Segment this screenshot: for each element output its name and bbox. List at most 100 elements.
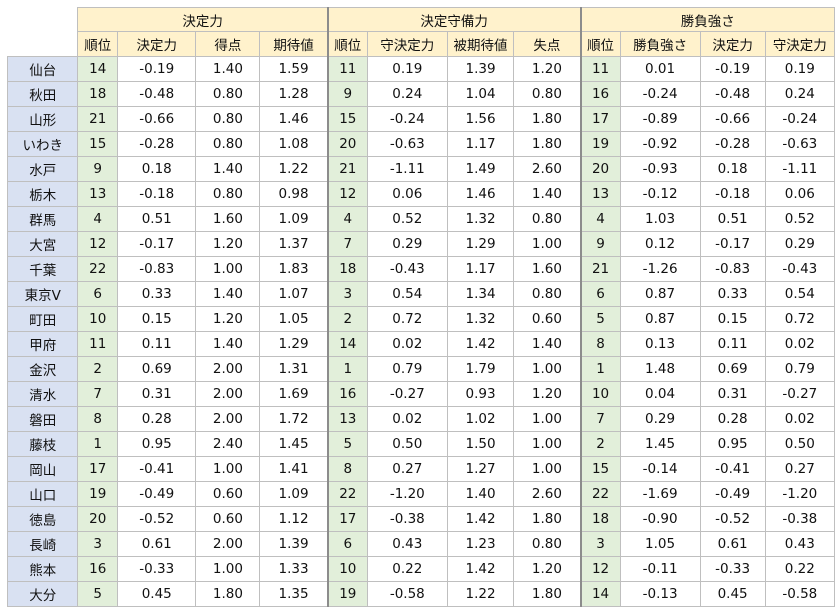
value-cell: 0.69 bbox=[699, 356, 766, 382]
rank-cell: 22 bbox=[580, 481, 621, 507]
value-cell: -0.63 bbox=[366, 131, 448, 157]
team-name-cell: 山形 bbox=[6, 106, 79, 132]
value-cell: 0.29 bbox=[619, 406, 701, 432]
value-cell: 2.00 bbox=[195, 356, 261, 382]
rank-cell: 20 bbox=[580, 156, 621, 182]
value-cell: 1.00 bbox=[195, 256, 261, 282]
table-row: 大分 5 0.45 1.80 1.35 19 -0.58 1.22 1.80 14 -0.13 0.4… bbox=[6, 581, 835, 607]
value-cell: -1.11 bbox=[764, 156, 835, 182]
value-cell: -0.92 bbox=[619, 131, 701, 157]
value-cell: 0.80 bbox=[513, 81, 582, 107]
value-cell: 1.28 bbox=[259, 81, 329, 107]
value-cell: 1.45 bbox=[259, 431, 329, 457]
value-cell: -0.41 bbox=[699, 456, 766, 482]
value-cell: 0.33 bbox=[116, 281, 197, 307]
table-row: 藤枝 1 0.95 2.40 1.45 5 0.50 1.50 1.00 2 1.45 0.95 0.5… bbox=[6, 431, 835, 457]
column-header: 決定力 bbox=[699, 31, 766, 57]
value-cell: 1.39 bbox=[446, 56, 515, 82]
rank-cell: 11 bbox=[580, 56, 621, 82]
value-cell: 0.61 bbox=[699, 531, 766, 557]
value-cell: 0.80 bbox=[513, 206, 582, 232]
table-row: 岡山 17 -0.41 1.00 1.41 8 0.27 1.27 1.00 15 -0.14 -0.… bbox=[6, 456, 835, 482]
rank-cell: 20 bbox=[77, 506, 118, 532]
value-cell: 1.20 bbox=[195, 231, 261, 257]
value-cell: 1.40 bbox=[195, 331, 261, 357]
value-cell: 1.46 bbox=[446, 181, 515, 207]
value-cell: 0.80 bbox=[513, 531, 582, 557]
value-cell: 0.18 bbox=[116, 156, 197, 182]
value-cell: 0.51 bbox=[116, 206, 197, 232]
column-header: 決定力 bbox=[116, 31, 197, 57]
value-cell: 1.00 bbox=[513, 356, 582, 382]
rank-cell: 9 bbox=[77, 156, 118, 182]
value-cell: -0.38 bbox=[764, 506, 835, 532]
rank-cell: 13 bbox=[327, 406, 368, 432]
value-cell: 0.27 bbox=[366, 456, 448, 482]
value-cell: -0.93 bbox=[619, 156, 701, 182]
value-cell: 1.56 bbox=[446, 106, 515, 132]
rank-cell: 16 bbox=[580, 81, 621, 107]
table-row: 水戸 9 0.18 1.40 1.22 21 -1.11 1.49 2.60 20 -0.93 0.1… bbox=[6, 156, 835, 182]
value-cell: 1.46 bbox=[259, 106, 329, 132]
team-name-cell: 水戸 bbox=[6, 156, 79, 182]
value-cell: 0.79 bbox=[764, 356, 835, 382]
rank-cell: 18 bbox=[77, 81, 118, 107]
value-cell: 1.80 bbox=[513, 506, 582, 532]
column-header: 守決定力 bbox=[366, 31, 448, 57]
rank-cell: 6 bbox=[77, 281, 118, 307]
value-cell: 0.43 bbox=[764, 531, 835, 557]
rank-cell: 4 bbox=[77, 206, 118, 232]
team-name-cell: 熊本 bbox=[6, 556, 79, 582]
value-cell: 2.00 bbox=[195, 406, 261, 432]
rank-cell: 15 bbox=[580, 456, 621, 482]
rank-cell: 12 bbox=[77, 231, 118, 257]
rank-cell: 17 bbox=[327, 506, 368, 532]
value-cell: 1.09 bbox=[259, 481, 329, 507]
value-cell: 0.02 bbox=[366, 406, 448, 432]
rank-cell: 6 bbox=[580, 281, 621, 307]
value-cell: 0.93 bbox=[446, 381, 515, 407]
table-row: 秋田 18 -0.48 0.80 1.28 9 0.24 1.04 0.80 16 -0.24 -0.… bbox=[6, 81, 835, 107]
rank-cell: 11 bbox=[327, 56, 368, 82]
value-cell: 1.34 bbox=[446, 281, 515, 307]
table-row: 栃木 13 -0.18 0.80 0.98 12 0.06 1.46 1.40 13 -0.12 -0… bbox=[6, 181, 835, 207]
rank-cell: 11 bbox=[77, 331, 118, 357]
value-cell: 1.40 bbox=[513, 181, 582, 207]
rank-cell: 16 bbox=[77, 556, 118, 582]
team-name-cell: 徳島 bbox=[6, 506, 79, 532]
table-row: 山形 21 -0.66 0.80 1.46 15 -0.24 1.56 1.80 17 -0.89-… bbox=[6, 106, 835, 132]
value-cell: 1.17 bbox=[446, 131, 515, 157]
rank-cell: 7 bbox=[77, 381, 118, 407]
value-cell: 1.05 bbox=[619, 531, 701, 557]
team-name-cell: 栃木 bbox=[6, 181, 79, 207]
rank-cell: 6 bbox=[327, 531, 368, 557]
value-cell: 0.19 bbox=[764, 56, 835, 82]
column-header: 守決定力 bbox=[764, 31, 835, 57]
rank-cell: 4 bbox=[327, 206, 368, 232]
value-cell: 0.24 bbox=[366, 81, 448, 107]
value-cell: 0.87 bbox=[619, 281, 701, 307]
value-cell: -0.43 bbox=[366, 256, 448, 282]
team-name-cell: 大宮 bbox=[6, 231, 79, 257]
value-cell: 1.60 bbox=[195, 206, 261, 232]
table-row: 熊本 16 -0.33 1.00 1.33 10 0.22 1.42 1.20 12 -0.11 -0… bbox=[6, 556, 835, 582]
team-name-cell: 岡山 bbox=[6, 456, 79, 482]
rank-cell: 2 bbox=[327, 306, 368, 332]
group-header-scoring: 決定力 bbox=[77, 7, 329, 32]
rank-cell: 10 bbox=[580, 381, 621, 407]
value-cell: 0.80 bbox=[195, 81, 261, 107]
value-cell: 1.09 bbox=[259, 206, 329, 232]
value-cell: 0.11 bbox=[699, 331, 766, 357]
rank-cell: 2 bbox=[580, 431, 621, 457]
value-cell: 1.00 bbox=[513, 231, 582, 257]
column-header: 勝負強さ bbox=[619, 31, 701, 57]
value-cell: -0.48 bbox=[699, 81, 766, 107]
value-cell: 2.60 bbox=[513, 156, 582, 182]
team-name-cell: 千葉 bbox=[6, 256, 79, 282]
column-header: 得点 bbox=[195, 31, 261, 57]
value-cell: 1.20 bbox=[513, 556, 582, 582]
value-cell: 1.04 bbox=[446, 81, 515, 107]
column-header: 順位 bbox=[580, 31, 621, 57]
rank-cell: 17 bbox=[580, 106, 621, 132]
value-cell: 0.28 bbox=[116, 406, 197, 432]
